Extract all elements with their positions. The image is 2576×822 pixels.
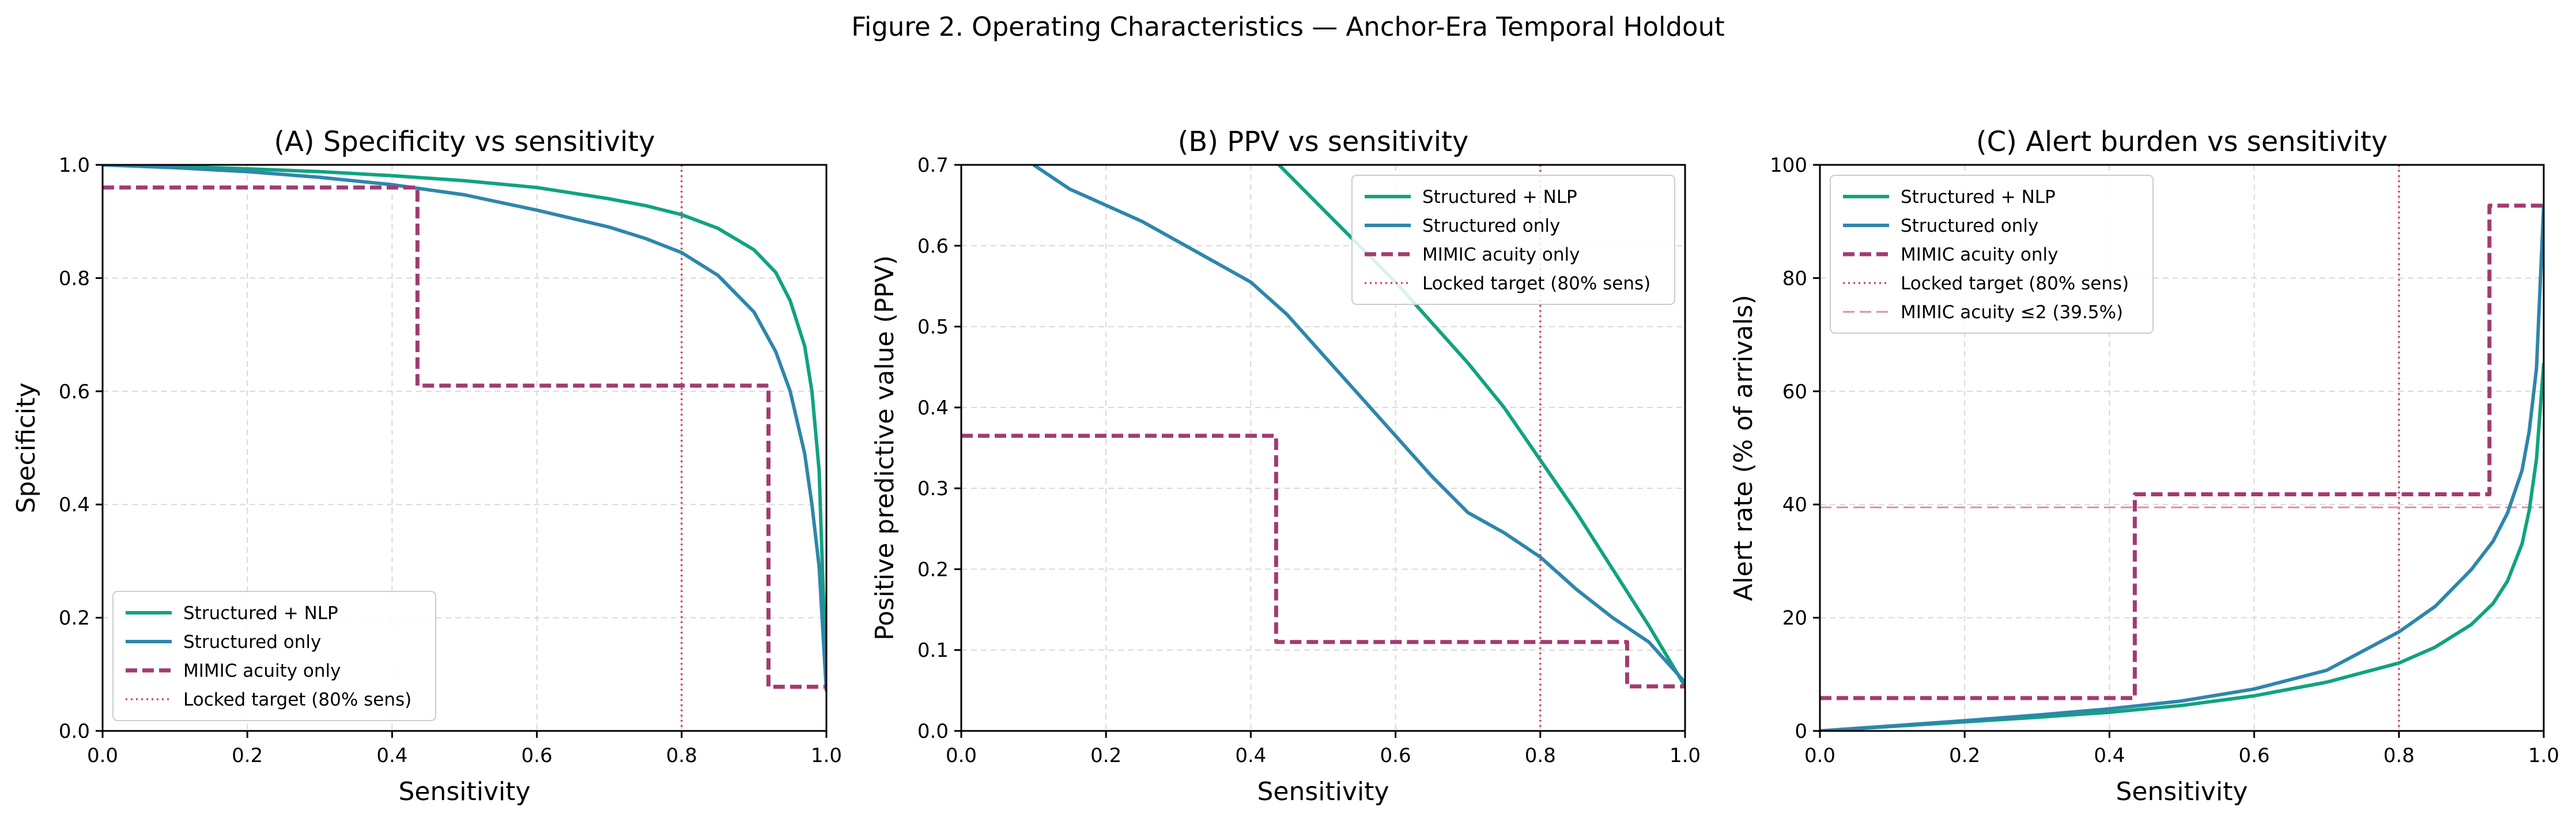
- legend-box: [1351, 175, 1675, 305]
- y-axis-label: Positive predictive value (PPV): [870, 255, 900, 640]
- x-axis-label: Sensitivity: [398, 777, 530, 806]
- y-tick-label: 0.1: [917, 639, 949, 662]
- x-tick-label: 0.2: [232, 744, 263, 767]
- y-tick-label: 0.2: [917, 558, 949, 581]
- panel-a: 0.0 0.2 0.4 0.6 0.8 1.0 0.0 0.2 0.4 0.6 0.8 1.0 (A) …: [12, 126, 842, 806]
- x-tick-label: 0.2: [1949, 744, 1980, 767]
- y-tick-label: 1.0: [59, 154, 90, 177]
- legend-label: MIMIC acuity only: [183, 661, 341, 681]
- y-tick-label: 0.2: [59, 607, 90, 630]
- x-tick-label: 0.4: [376, 744, 407, 767]
- x-axis-label: Sensitivity: [2116, 777, 2248, 806]
- series-line-mimic-acuity-only: [961, 433, 1685, 689]
- series-line-structured-only: [103, 165, 826, 692]
- plot-frame: [101, 164, 828, 732]
- y-tick-label: 0.8: [59, 267, 90, 290]
- series-line-structured-only: [1820, 204, 2544, 731]
- legend-box: [112, 591, 436, 721]
- x-tick-label: 0.8: [666, 744, 697, 767]
- panel-c: 0.0 0.2 0.4 0.6 0.8 1.0 0 20 40 60 80 100 (C) Alert …: [1729, 126, 2559, 806]
- legend-label: MIMIC acuity only: [1422, 244, 1580, 265]
- panel-title: (C) Alert burden vs sensitivity: [1976, 126, 2388, 158]
- x-tick-label: 0.8: [2384, 744, 2415, 767]
- panel-title: (A) Specificity vs sensitivity: [274, 126, 655, 158]
- x-tick-label: 0.8: [1525, 744, 1556, 767]
- series-line-structured-nlp: [1276, 165, 1685, 688]
- x-tick-label: 1.0: [1670, 744, 1701, 767]
- x-tick-label: 0.4: [2094, 744, 2125, 767]
- x-axis-label: Sensitivity: [1257, 777, 1389, 806]
- legend-label: MIMIC acuity ≤2 (39.5%): [1901, 302, 2123, 323]
- y-tick-label: 80: [1782, 267, 1807, 290]
- legend-label: Structured only: [1901, 216, 2038, 236]
- x-tick-label: 0.0: [1804, 744, 1835, 767]
- x-tick-label: 0.2: [1090, 744, 1121, 767]
- legend-label: Locked target (80% sens): [1901, 273, 2129, 294]
- x-tick-label: 0.6: [1380, 744, 1411, 767]
- legend-box: [1830, 175, 2154, 334]
- panel-title: (B) PPV vs sensitivity: [1178, 126, 1469, 158]
- series-line-structured-nlp: [1820, 363, 2544, 731]
- x-tick-label: 1.0: [2528, 744, 2559, 767]
- x-tick-label: 0.0: [87, 744, 118, 767]
- legend-label: MIMIC acuity only: [1901, 244, 2058, 265]
- legend: Structured + NLP Structured only MIMIC acu…: [112, 591, 436, 721]
- y-tick-label: 0.0: [917, 720, 949, 743]
- plot-frame: [960, 164, 1686, 732]
- legend-label: Structured only: [183, 632, 321, 653]
- legend-label: Structured + NLP: [1422, 187, 1577, 208]
- legend-label: Structured + NLP: [1901, 187, 2056, 208]
- x-tick-label: 0.6: [522, 744, 553, 767]
- x-tick-label: 1.0: [811, 744, 842, 767]
- y-tick-label: 40: [1782, 493, 1807, 516]
- x-tick-label: 0.6: [2239, 744, 2270, 767]
- y-tick-label: 0.6: [59, 380, 90, 404]
- x-tick-label: 0.0: [946, 744, 977, 767]
- legend-label: Structured + NLP: [183, 603, 338, 624]
- legend-label: Structured only: [1422, 216, 1560, 236]
- y-tick-label: 0.6: [917, 235, 949, 258]
- y-tick-label: 0.7: [917, 154, 949, 177]
- plot-frame: [1819, 164, 2545, 732]
- series-line-mimic-acuity-only: [103, 185, 826, 689]
- legend: Structured + NLP Structured only MIMIC acu…: [1351, 175, 1675, 305]
- legend-label: Locked target (80% sens): [1422, 273, 1650, 294]
- figure-title: Figure 2. Operating Characteristics — An…: [851, 12, 1725, 42]
- y-tick-label: 0: [1795, 720, 1807, 743]
- x-tick-label: 0.4: [1235, 744, 1266, 767]
- y-tick-label: 0.4: [59, 493, 90, 516]
- y-axis-label: Alert rate (% of arrivals): [1729, 295, 1758, 601]
- y-tick-label: 100: [1770, 154, 1807, 177]
- y-tick-label: 0.4: [917, 397, 949, 420]
- series-line-structured-only: [1032, 165, 1685, 684]
- panel-b: 0.0 0.2 0.4 0.6 0.8 1.0 0.0 0.1 0.2 0.3 0.4 0.5 0.6 0…: [870, 126, 1701, 806]
- y-axis-label: Specificity: [12, 383, 41, 514]
- legend-label: Locked target (80% sens): [183, 689, 411, 710]
- y-tick-label: 0.5: [917, 316, 949, 339]
- series-line-structured-nlp: [103, 165, 826, 686]
- legend: Structured + NLP Structured only MIMIC acu…: [1830, 175, 2154, 334]
- y-tick-label: 20: [1782, 607, 1807, 630]
- y-tick-label: 60: [1782, 380, 1807, 404]
- y-tick-label: 0.0: [59, 720, 90, 743]
- y-tick-label: 0.3: [917, 477, 949, 500]
- series-line-mimic-acuity-only: [1820, 203, 2544, 700]
